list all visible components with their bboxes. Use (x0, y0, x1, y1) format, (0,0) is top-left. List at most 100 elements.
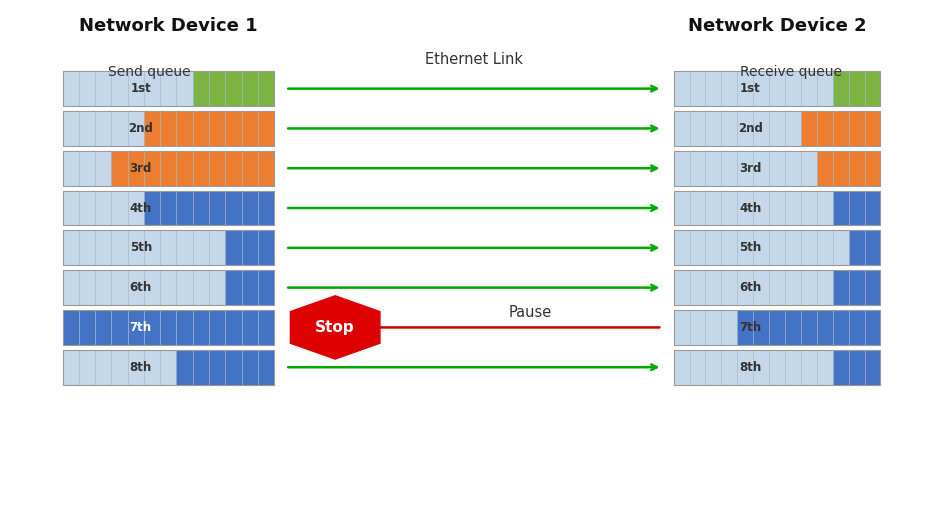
Bar (257, 350, 274, 385)
Bar (865, 270, 881, 305)
Text: 2nd: 2nd (737, 122, 763, 135)
Bar (127, 310, 144, 345)
Text: 8th: 8th (129, 361, 152, 373)
Bar (833, 111, 849, 146)
Bar (62, 191, 274, 225)
Bar (241, 230, 257, 265)
Bar (849, 71, 865, 106)
Bar (95, 191, 111, 225)
Bar (833, 310, 849, 345)
Bar (79, 111, 95, 146)
Bar (144, 151, 160, 186)
Bar (673, 111, 689, 146)
Bar (833, 230, 849, 265)
Bar (192, 270, 209, 305)
Bar (176, 350, 192, 385)
Bar (865, 350, 881, 385)
Bar (127, 151, 144, 186)
Bar (769, 191, 785, 225)
Bar (160, 270, 176, 305)
Bar (833, 151, 849, 186)
Bar (127, 230, 144, 265)
Bar (833, 350, 849, 385)
Bar (127, 350, 144, 385)
Bar (95, 151, 111, 186)
Bar (737, 151, 753, 186)
Bar (241, 191, 257, 225)
Text: 6th: 6th (129, 281, 152, 294)
Text: Receive queue: Receive queue (740, 65, 842, 79)
Bar (176, 191, 192, 225)
Bar (257, 191, 274, 225)
Bar (849, 71, 865, 106)
Bar (176, 151, 192, 186)
Bar (849, 111, 865, 146)
Bar (849, 230, 865, 265)
Bar (225, 350, 241, 385)
Bar (689, 270, 705, 305)
Bar (127, 71, 144, 106)
Text: 4th: 4th (129, 202, 152, 214)
Text: 6th: 6th (739, 281, 761, 294)
Polygon shape (290, 296, 380, 359)
Bar (111, 230, 127, 265)
Bar (225, 191, 241, 225)
Bar (127, 151, 144, 186)
Bar (111, 310, 127, 345)
Bar (209, 230, 225, 265)
Bar (160, 151, 176, 186)
Bar (721, 71, 737, 106)
Bar (689, 71, 705, 106)
Bar (865, 230, 881, 265)
Bar (705, 310, 721, 345)
Bar (865, 270, 881, 305)
Bar (95, 270, 111, 305)
Bar (673, 191, 689, 225)
Bar (160, 350, 176, 385)
Bar (257, 270, 274, 305)
Bar (111, 151, 127, 186)
Bar (673, 71, 881, 106)
Bar (833, 270, 849, 305)
Bar (721, 270, 737, 305)
Bar (241, 71, 257, 106)
Bar (111, 191, 127, 225)
Text: Pause: Pause (508, 305, 552, 320)
Bar (801, 111, 817, 146)
Bar (721, 310, 737, 345)
Bar (209, 71, 225, 106)
Bar (225, 270, 241, 305)
Bar (705, 230, 721, 265)
Bar (144, 151, 160, 186)
Bar (111, 111, 127, 146)
Bar (62, 310, 274, 345)
Bar (209, 350, 225, 385)
Text: 3rd: 3rd (129, 162, 152, 175)
Bar (801, 310, 817, 345)
Bar (79, 191, 95, 225)
Bar (689, 350, 705, 385)
Bar (769, 151, 785, 186)
Bar (192, 151, 209, 186)
Bar (62, 71, 274, 106)
Bar (241, 350, 257, 385)
Bar (257, 111, 274, 146)
Bar (192, 151, 209, 186)
Bar (673, 151, 881, 186)
Bar (833, 111, 849, 146)
Bar (753, 191, 769, 225)
Bar (95, 230, 111, 265)
Bar (192, 71, 209, 106)
Bar (62, 151, 274, 186)
Bar (241, 230, 257, 265)
Bar (225, 151, 241, 186)
Bar (160, 191, 176, 225)
Bar (737, 270, 753, 305)
Bar (737, 71, 753, 106)
Bar (176, 230, 192, 265)
Bar (785, 350, 801, 385)
Bar (769, 310, 785, 345)
Text: 5th: 5th (129, 241, 152, 254)
Bar (257, 71, 274, 106)
Bar (849, 350, 865, 385)
